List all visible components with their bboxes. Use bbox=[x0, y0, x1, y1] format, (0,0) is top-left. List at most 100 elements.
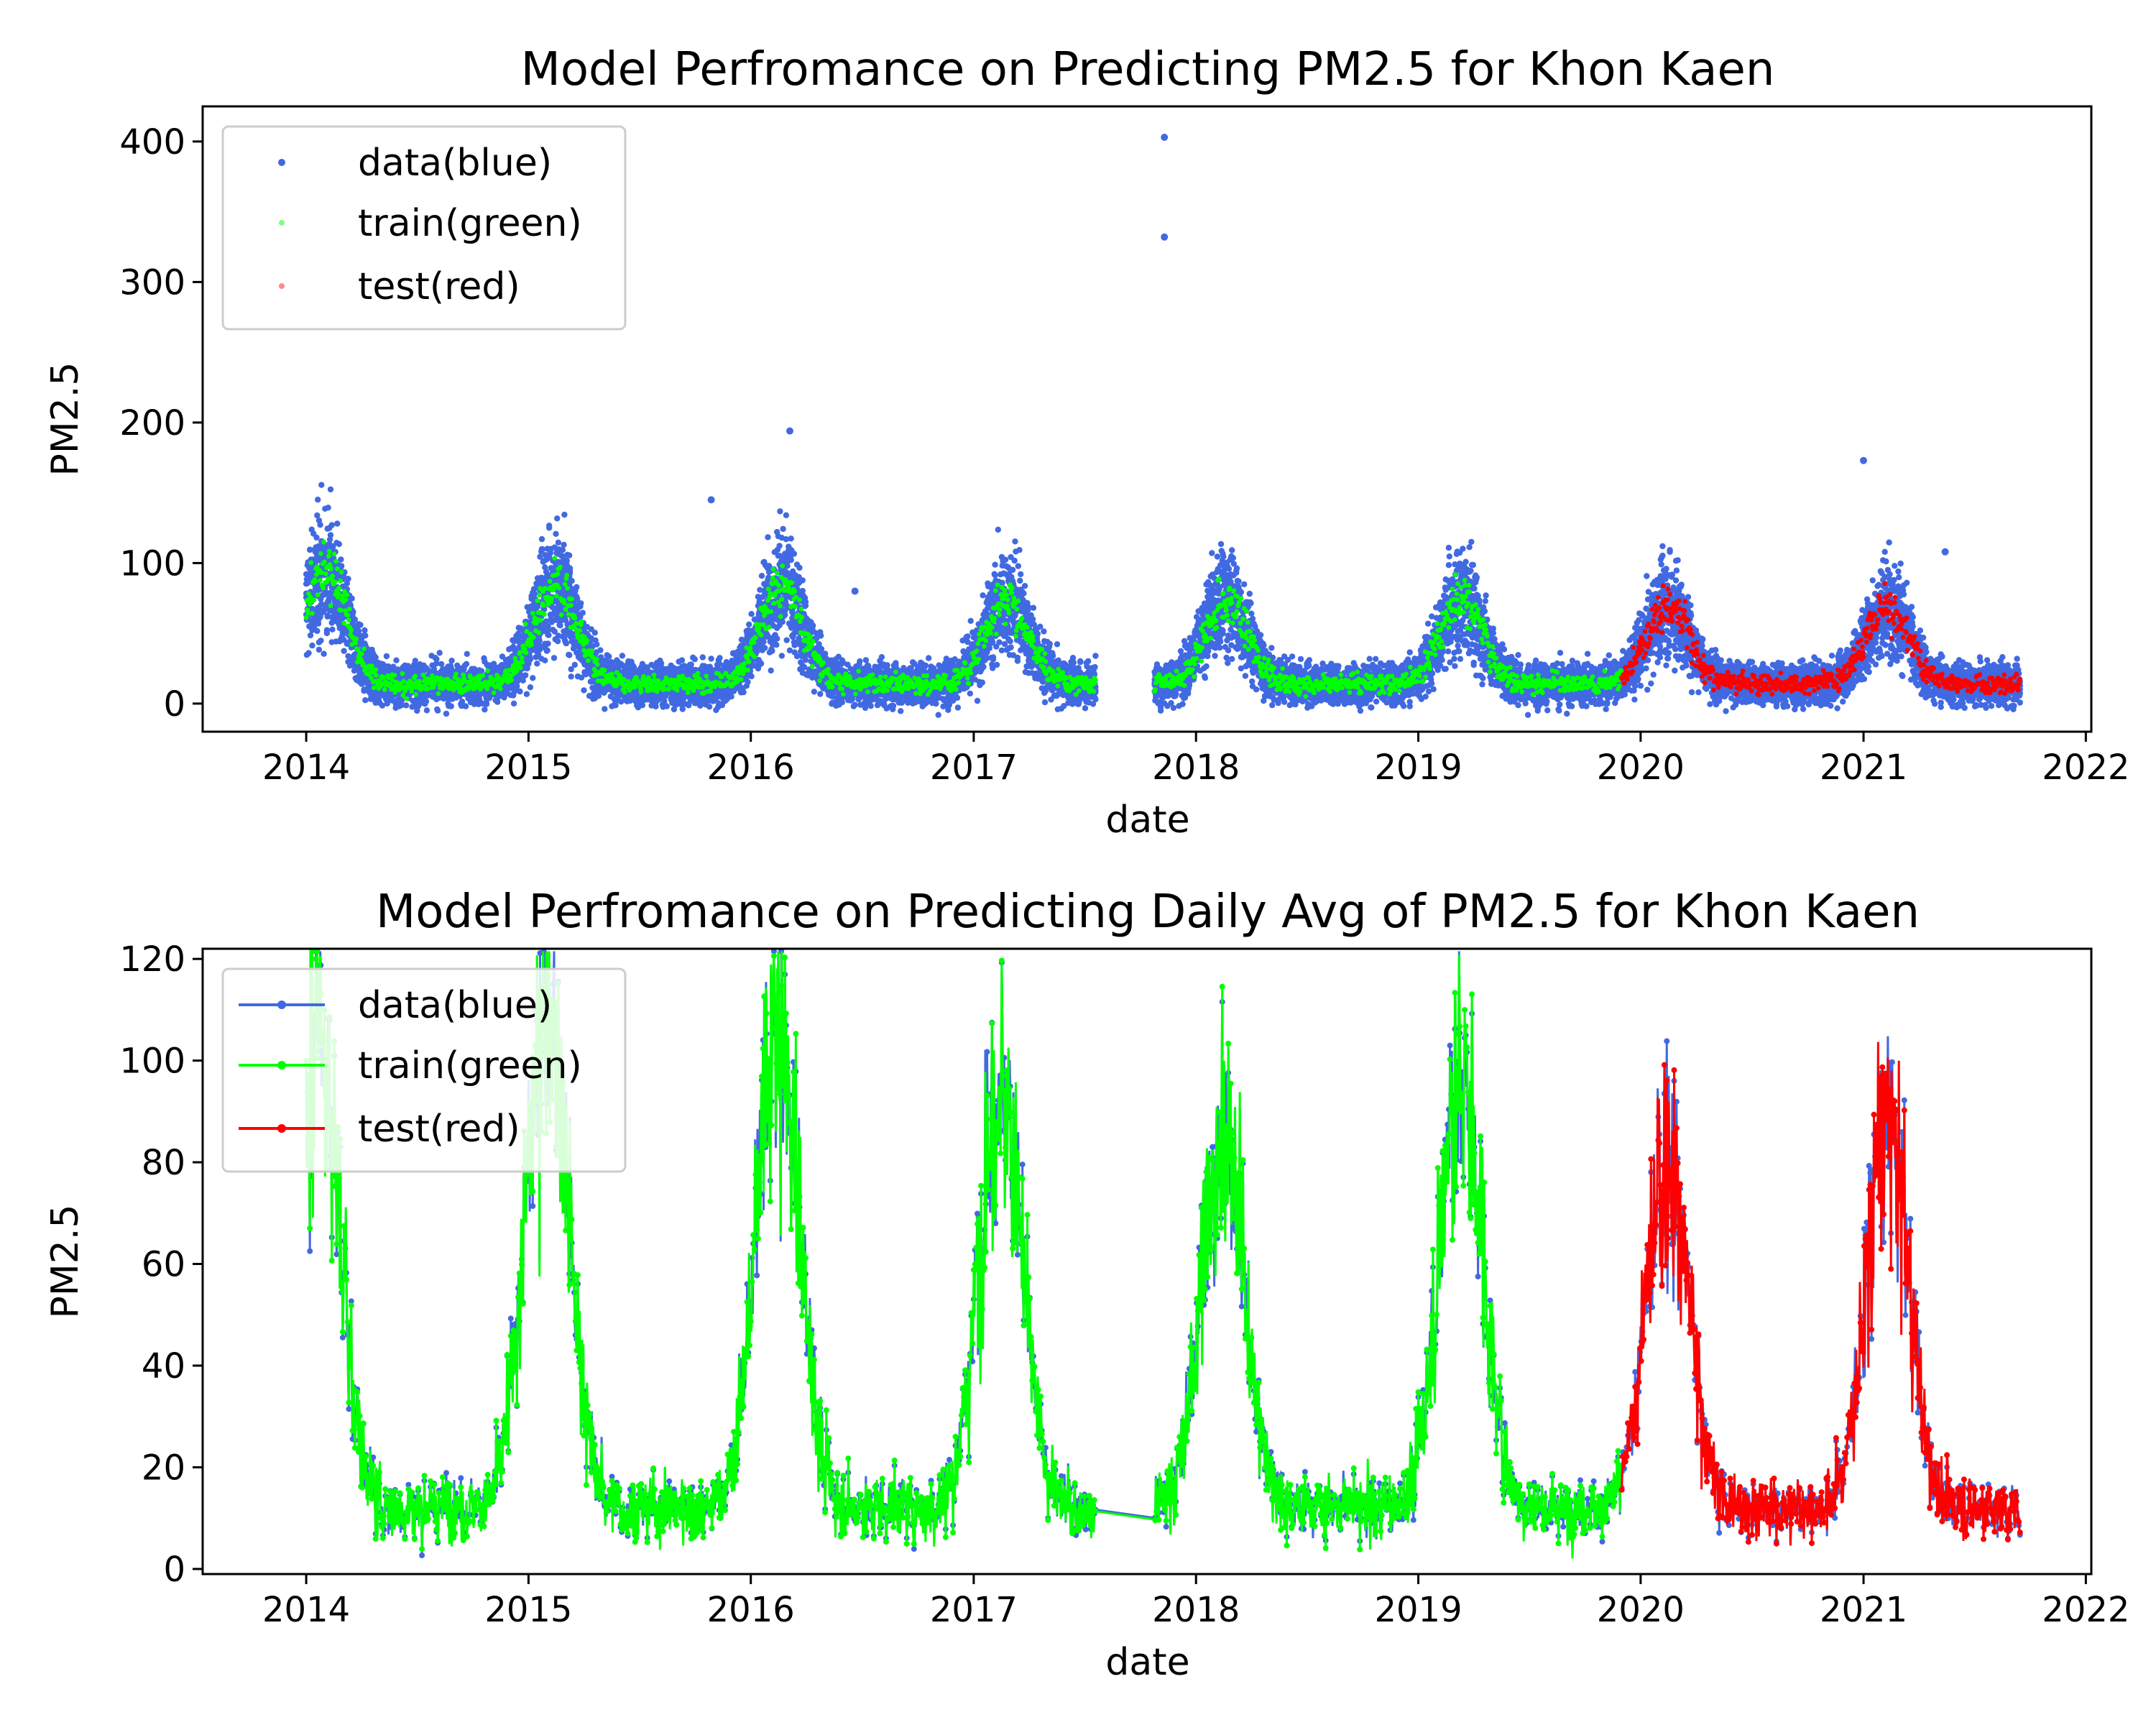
data-point bbox=[796, 564, 803, 571]
data-point bbox=[341, 648, 347, 654]
data-point bbox=[788, 535, 794, 542]
data-point bbox=[494, 699, 501, 705]
data-point bbox=[448, 658, 455, 664]
data-point bbox=[307, 546, 313, 553]
data-point bbox=[309, 642, 315, 649]
data-point bbox=[534, 661, 540, 667]
data-point bbox=[318, 638, 324, 644]
data-point bbox=[699, 654, 706, 661]
data-point bbox=[443, 710, 450, 717]
data-point bbox=[336, 540, 342, 548]
data-point bbox=[355, 627, 362, 634]
data-point bbox=[307, 632, 314, 639]
data-point bbox=[434, 707, 441, 714]
data-point bbox=[436, 650, 443, 656]
data-point bbox=[597, 647, 604, 653]
data-point bbox=[545, 632, 552, 638]
data-point bbox=[606, 653, 612, 660]
data-point bbox=[329, 626, 336, 632]
data-point bbox=[383, 653, 390, 660]
data-point bbox=[438, 661, 445, 668]
data-point bbox=[362, 697, 369, 704]
data-point bbox=[839, 699, 846, 706]
data-point bbox=[746, 621, 752, 627]
data-point bbox=[314, 512, 321, 519]
data-point bbox=[678, 657, 686, 663]
data-point bbox=[773, 642, 780, 648]
data-point bbox=[579, 610, 586, 616]
data-point bbox=[323, 630, 331, 637]
data-point bbox=[522, 672, 529, 678]
data-point bbox=[390, 663, 397, 670]
data-point bbox=[482, 707, 488, 713]
hourly-pm25-chart: Model Perfromance on Predicting PM2.5 fo… bbox=[44, 43, 2129, 842]
data-point bbox=[315, 646, 323, 653]
data-point bbox=[762, 645, 768, 651]
data-point bbox=[318, 601, 325, 607]
chart-title: Model Perfromance on Predicting PM2.5 fo… bbox=[521, 43, 1775, 96]
data-point bbox=[395, 666, 402, 673]
data-point bbox=[783, 512, 790, 518]
data-point bbox=[317, 522, 323, 528]
data-point bbox=[517, 688, 523, 695]
data-point bbox=[862, 657, 870, 663]
data-point bbox=[780, 525, 786, 533]
data-point bbox=[412, 658, 418, 664]
data-point bbox=[314, 627, 321, 635]
data-point bbox=[393, 657, 400, 663]
data-point bbox=[349, 595, 355, 602]
data-point bbox=[591, 630, 598, 636]
data-point bbox=[561, 541, 567, 548]
data-point bbox=[425, 692, 431, 699]
data-point bbox=[810, 622, 816, 629]
data-point bbox=[783, 637, 790, 643]
data-point bbox=[857, 658, 863, 665]
data-point bbox=[884, 662, 890, 668]
data-point bbox=[811, 689, 818, 695]
data-point bbox=[338, 556, 344, 563]
data-point bbox=[550, 655, 558, 661]
data-point bbox=[402, 702, 410, 709]
data-point bbox=[555, 539, 562, 546]
data-point bbox=[818, 632, 824, 639]
data-point bbox=[527, 656, 534, 663]
data-point bbox=[305, 650, 312, 656]
data-point bbox=[561, 511, 568, 518]
data-point bbox=[774, 635, 780, 642]
data-point bbox=[760, 638, 767, 645]
data-point bbox=[423, 707, 430, 714]
data-point bbox=[791, 551, 798, 557]
data-point bbox=[459, 698, 466, 705]
data-point bbox=[568, 578, 575, 584]
data-point bbox=[483, 701, 490, 707]
data-point bbox=[338, 563, 345, 569]
data-point bbox=[708, 656, 714, 662]
data-point bbox=[527, 684, 534, 691]
data-point bbox=[379, 702, 386, 709]
data-point bbox=[799, 577, 806, 584]
data-point bbox=[464, 650, 470, 657]
data-point bbox=[862, 704, 869, 712]
data-point bbox=[325, 505, 331, 511]
data-point bbox=[563, 640, 570, 647]
data-point bbox=[619, 653, 626, 659]
data-point bbox=[546, 523, 553, 529]
data-point bbox=[594, 641, 600, 648]
data-point bbox=[530, 675, 536, 681]
data-point bbox=[351, 616, 359, 622]
data-point bbox=[553, 530, 559, 537]
data-point bbox=[571, 661, 578, 668]
data-point bbox=[757, 661, 765, 667]
data-point bbox=[748, 673, 755, 680]
data-point bbox=[717, 655, 723, 661]
data-point bbox=[802, 599, 809, 605]
data-point bbox=[758, 573, 765, 579]
data-point bbox=[778, 653, 786, 659]
data-point bbox=[372, 654, 379, 661]
data-point bbox=[788, 556, 794, 564]
data-point bbox=[414, 707, 420, 714]
data-point bbox=[748, 611, 755, 617]
data-point bbox=[557, 622, 563, 629]
data-point bbox=[361, 627, 368, 634]
data-point bbox=[433, 656, 440, 663]
